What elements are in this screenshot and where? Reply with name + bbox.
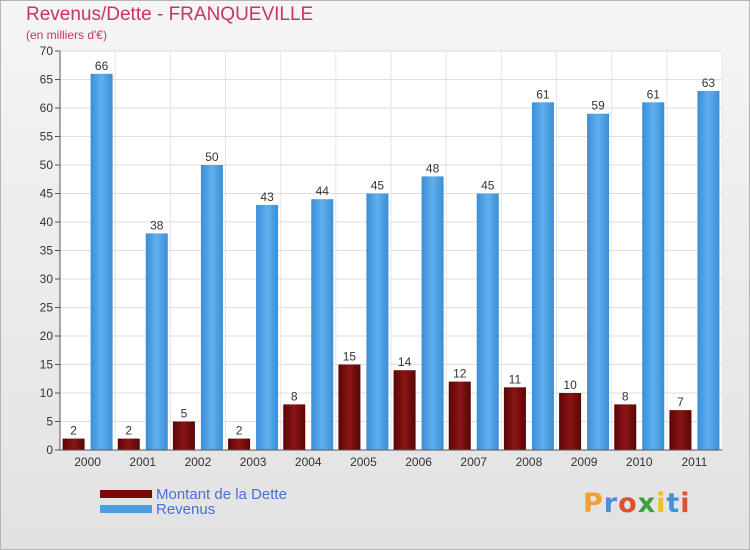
gridlines — [59, 50, 723, 451]
x-tick-label: 2002 — [185, 455, 212, 469]
legend-swatch-revenus — [100, 505, 152, 513]
y-tick-label: 70 — [40, 44, 54, 58]
bar-revenus — [366, 193, 389, 450]
x-tick-label: 2011 — [682, 455, 708, 469]
bar-value-label: 50 — [205, 150, 219, 164]
x-tick-label: 2000 — [74, 455, 101, 469]
proxiti-logo: Proxiti — [583, 488, 691, 519]
bar-revenus — [587, 113, 610, 450]
bar-value-label: 2 — [236, 424, 243, 438]
y-tick-label: 0 — [46, 443, 53, 457]
bar-value-label: 2 — [70, 424, 77, 438]
y-tick-label: 30 — [40, 272, 54, 286]
bar-dette — [172, 421, 195, 450]
bar-revenus — [90, 73, 113, 451]
bar-dette — [559, 393, 582, 450]
bar-value-label: 8 — [622, 389, 629, 403]
chart-subtitle: (en milliers d'€) — [26, 28, 107, 42]
y-tick-label: 45 — [40, 187, 54, 201]
y-tick-label: 40 — [40, 215, 54, 229]
bar-dette — [117, 438, 140, 450]
bar-dette — [614, 404, 637, 450]
x-tick-label: 2005 — [350, 455, 377, 469]
y-tick-label: 35 — [40, 244, 54, 258]
bar-value-label: 63 — [702, 76, 716, 90]
bar-value-label: 59 — [591, 99, 605, 113]
bar-revenus — [145, 233, 168, 450]
bar-dette — [503, 387, 526, 450]
y-tick-label: 60 — [40, 101, 54, 115]
bar-dette — [283, 404, 306, 450]
bar-value-label: 45 — [371, 179, 385, 193]
x-tick-label: 2004 — [295, 455, 322, 469]
x-tick-label: 2003 — [240, 455, 267, 469]
bar-revenus — [531, 102, 554, 451]
bar-value-label: 61 — [647, 87, 661, 101]
bar-value-label: 14 — [398, 355, 412, 369]
bar-dette — [338, 364, 361, 450]
bar-value-label: 12 — [453, 367, 467, 381]
bar-dette — [393, 370, 416, 450]
bar-value-label: 45 — [481, 179, 495, 193]
bar-value-label: 5 — [181, 407, 188, 421]
bar-revenus — [421, 176, 444, 450]
bar-revenus — [311, 199, 334, 450]
bar-value-label: 66 — [95, 59, 109, 73]
y-tick-label: 50 — [40, 158, 54, 172]
x-tick-label: 2009 — [571, 455, 598, 469]
y-tick-label: 20 — [40, 329, 54, 343]
x-tick-label: 2008 — [516, 455, 543, 469]
bar-value-label: 61 — [536, 87, 550, 101]
bars: 2 66 2 38 5 50 2 43 8 44 15 45 14 48 12 45 11 61 10 59 8 61 7 6… — [62, 59, 720, 451]
bar-value-label: 44 — [316, 184, 330, 198]
x-tick-label: 2006 — [405, 455, 432, 469]
bar-revenus — [697, 90, 720, 451]
legend-label-revenus: Revenus — [156, 500, 216, 518]
bar-dette — [228, 438, 251, 450]
y-tick-label: 5 — [46, 415, 53, 429]
legend-label-dette: Montant de la Dette — [156, 485, 287, 503]
bar-value-label: 48 — [426, 161, 440, 175]
y-tick-label: 10 — [40, 386, 54, 400]
y-axis: 0 5 10 15 20 25 30 35 40 45 50 55 60 65 70 — [40, 44, 61, 457]
bar-value-label: 2 — [125, 424, 132, 438]
bar-revenus — [476, 193, 499, 450]
bar-revenus — [642, 102, 665, 451]
y-tick-label: 15 — [40, 358, 54, 372]
bar-value-label: 10 — [563, 378, 577, 392]
bar-revenus — [256, 204, 279, 450]
y-tick-label: 25 — [40, 301, 54, 315]
bar-value-label: 8 — [291, 389, 298, 403]
bar-revenus — [200, 165, 223, 450]
bar-value-label: 7 — [677, 395, 684, 409]
bar-value-label: 43 — [260, 190, 274, 204]
legend-item-revenus: Revenus — [100, 500, 216, 518]
x-tick-label: 2007 — [460, 455, 487, 469]
bar-dette — [448, 381, 471, 450]
x-axis: 2000 2001 2002 2003 2004 2005 2006 2007 2008 2009… — [60, 449, 722, 469]
bar-value-label: 38 — [150, 218, 164, 232]
bar-value-label: 15 — [343, 350, 357, 364]
bar-value-label: 11 — [509, 372, 522, 386]
bar-dette — [62, 438, 85, 450]
x-tick-label: 2010 — [626, 455, 653, 469]
chart-title: Revenus/Dette - FRANQUEVILLE — [26, 4, 314, 25]
y-tick-label: 55 — [40, 130, 54, 144]
legend-item-dette: Montant de la Dette — [100, 485, 287, 503]
legend-swatch-dette — [100, 490, 152, 498]
bar-dette — [669, 410, 692, 450]
x-tick-label: 2001 — [129, 455, 156, 469]
y-tick-label: 65 — [40, 73, 54, 87]
